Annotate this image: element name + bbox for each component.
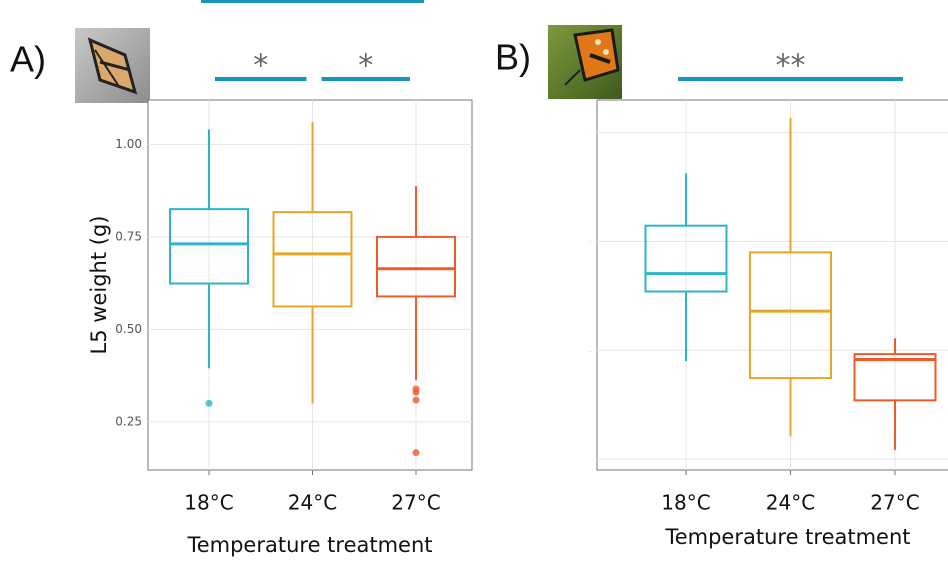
x-axis-title: Temperature treatment [186, 533, 432, 557]
y-tick-label: 0.8 [572, 125, 591, 139]
box [272, 211, 353, 308]
box [749, 251, 832, 380]
box-group [376, 186, 456, 457]
y-tick-label: 0.4 [572, 343, 591, 357]
x-tick-label: 18°C [184, 491, 233, 515]
significance-label: ** [776, 49, 806, 84]
x-tick-label: 24°C [766, 491, 815, 515]
y-tick-label: 0.25 [115, 414, 142, 428]
box-group [644, 173, 728, 362]
box-group [749, 117, 832, 437]
y-tick-label: 0.75 [115, 229, 142, 243]
y-axis-title: L5 weight (g) [87, 216, 111, 355]
plot-frame [147, 99, 473, 471]
panel-label: A) [10, 39, 46, 80]
panel-b: 0.2 0.4 0.6 0.8 18°C 24°C 27°C L5 Weight (g) Tem… [556, 99, 948, 549]
y-axis-title: L5 Weight (g) [556, 214, 580, 355]
significance-label: *** [290, 0, 335, 6]
panel-label: B) [495, 37, 531, 78]
butterfly-photo-b [548, 25, 622, 99]
box-group [853, 338, 937, 450]
x-axis-title: Temperature treatment [664, 525, 910, 549]
x-tick-label: 27°C [391, 491, 440, 515]
y-tick-label: 1.00 [115, 137, 142, 151]
panel-a: 1.00 0.75 0.50 0.25 18°C 24°C 27°C L5 weight (g… [87, 99, 473, 557]
x-tick-label: 24°C [288, 491, 337, 515]
butterfly-photo-a [75, 28, 150, 103]
box [644, 224, 728, 293]
outlier [412, 449, 420, 457]
outlier [412, 396, 420, 404]
box [853, 353, 937, 402]
x-tick-label: 18°C [661, 491, 710, 515]
outlier [205, 399, 213, 407]
box-group [169, 129, 249, 407]
box-group [272, 122, 353, 404]
outlier [412, 388, 420, 396]
significance-label: * [358, 49, 373, 84]
plot-frame [596, 99, 948, 471]
y-tick-label: 0.6 [572, 234, 591, 248]
significance-label: * [253, 49, 268, 84]
x-tick-label: 27°C [870, 491, 919, 515]
box [169, 208, 249, 285]
y-tick-label: 0.2 [572, 452, 591, 466]
box [376, 235, 456, 298]
y-tick-label: 0.50 [115, 322, 142, 336]
